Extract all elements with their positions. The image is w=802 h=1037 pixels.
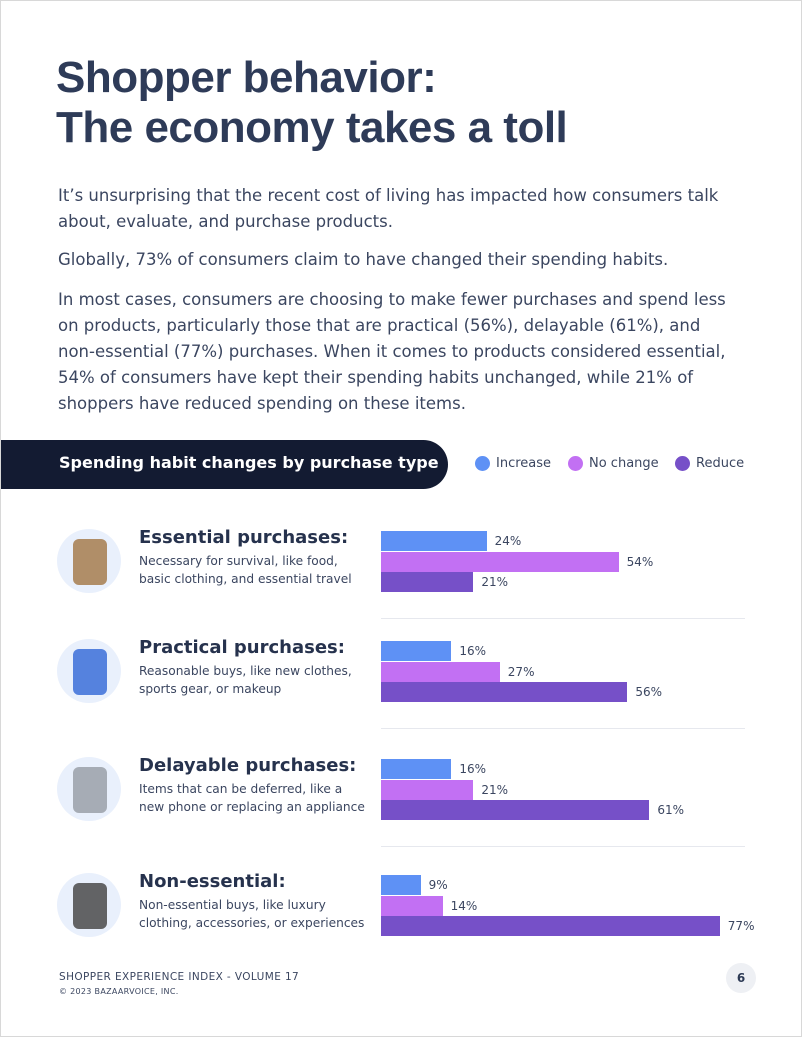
product-icon <box>73 767 107 813</box>
page-number: 6 <box>726 963 756 993</box>
bar <box>381 895 443 916</box>
category-title: Essential purchases: <box>139 527 349 548</box>
row-separator <box>381 728 745 729</box>
value-label: 16% <box>459 644 487 658</box>
value-label: 27% <box>507 664 535 679</box>
legend-label: No change <box>589 456 659 471</box>
paragraph: It’s unsurprising that the recent cost o… <box>58 186 719 231</box>
bar <box>381 551 619 572</box>
legend-item: No change <box>568 456 659 471</box>
category-title: Practical purchases: <box>139 637 345 658</box>
footer-publication: SHOPPER EXPERIENCE INDEX - VOLUME 17 <box>59 971 300 983</box>
value-label: 16% <box>459 762 487 776</box>
paragraph: In most cases, consumers are choosing to… <box>58 290 726 413</box>
value-label: 77% <box>727 919 755 933</box>
value-label: 61% <box>657 803 685 817</box>
category-description: Items that can be deferred, like a new p… <box>139 782 365 814</box>
footer-copyright: © 2023 BAZAARVOICE, INC. <box>59 987 179 996</box>
bar <box>381 916 720 936</box>
legend-swatch <box>568 456 583 471</box>
legend-label: Reduce <box>696 456 745 471</box>
category-description: Reasonable buys, like new clothes, sport… <box>139 664 352 696</box>
legend-swatch <box>475 456 490 471</box>
category-description: Necessary for survival, like food, basic… <box>139 554 352 586</box>
bar <box>381 531 487 551</box>
legend-swatch <box>675 456 690 471</box>
category-title: Delayable purchases: <box>139 755 357 776</box>
paragraph: Globally, 73% of consumers claim to have… <box>58 250 669 269</box>
legend-item: Reduce <box>675 456 744 471</box>
value-label: 21% <box>481 782 509 797</box>
bar <box>381 800 650 820</box>
product-icon <box>73 539 107 585</box>
legend-label: Increase <box>496 456 552 471</box>
value-label: 54% <box>626 554 654 569</box>
category-description: Non-essential buys, like luxury clothing… <box>139 898 365 930</box>
title-line: The economy takes a toll <box>56 103 568 152</box>
bar <box>381 682 628 702</box>
row-separator <box>381 618 745 619</box>
bar <box>381 875 421 895</box>
bar <box>381 779 474 800</box>
value-label: 24% <box>494 534 522 548</box>
value-label: 9% <box>428 878 448 892</box>
row-separator <box>381 846 745 847</box>
product-icon <box>73 649 107 695</box>
title-line: Shopper behavior: <box>56 53 437 102</box>
category-title: Non-essential: <box>139 871 286 892</box>
bar <box>381 641 452 661</box>
bar <box>381 661 500 682</box>
value-label: 21% <box>481 575 509 589</box>
bar <box>381 572 474 592</box>
chart-title: Spending habit changes by purchase type <box>59 453 439 472</box>
chart-banner <box>1 440 448 489</box>
bar <box>381 759 452 779</box>
value-label: 14% <box>450 898 478 913</box>
value-label: 56% <box>635 685 663 699</box>
legend-item: Increase <box>475 456 551 471</box>
product-icon <box>73 883 107 929</box>
page-title: Shopper behavior: The economy takes a to… <box>56 53 568 153</box>
